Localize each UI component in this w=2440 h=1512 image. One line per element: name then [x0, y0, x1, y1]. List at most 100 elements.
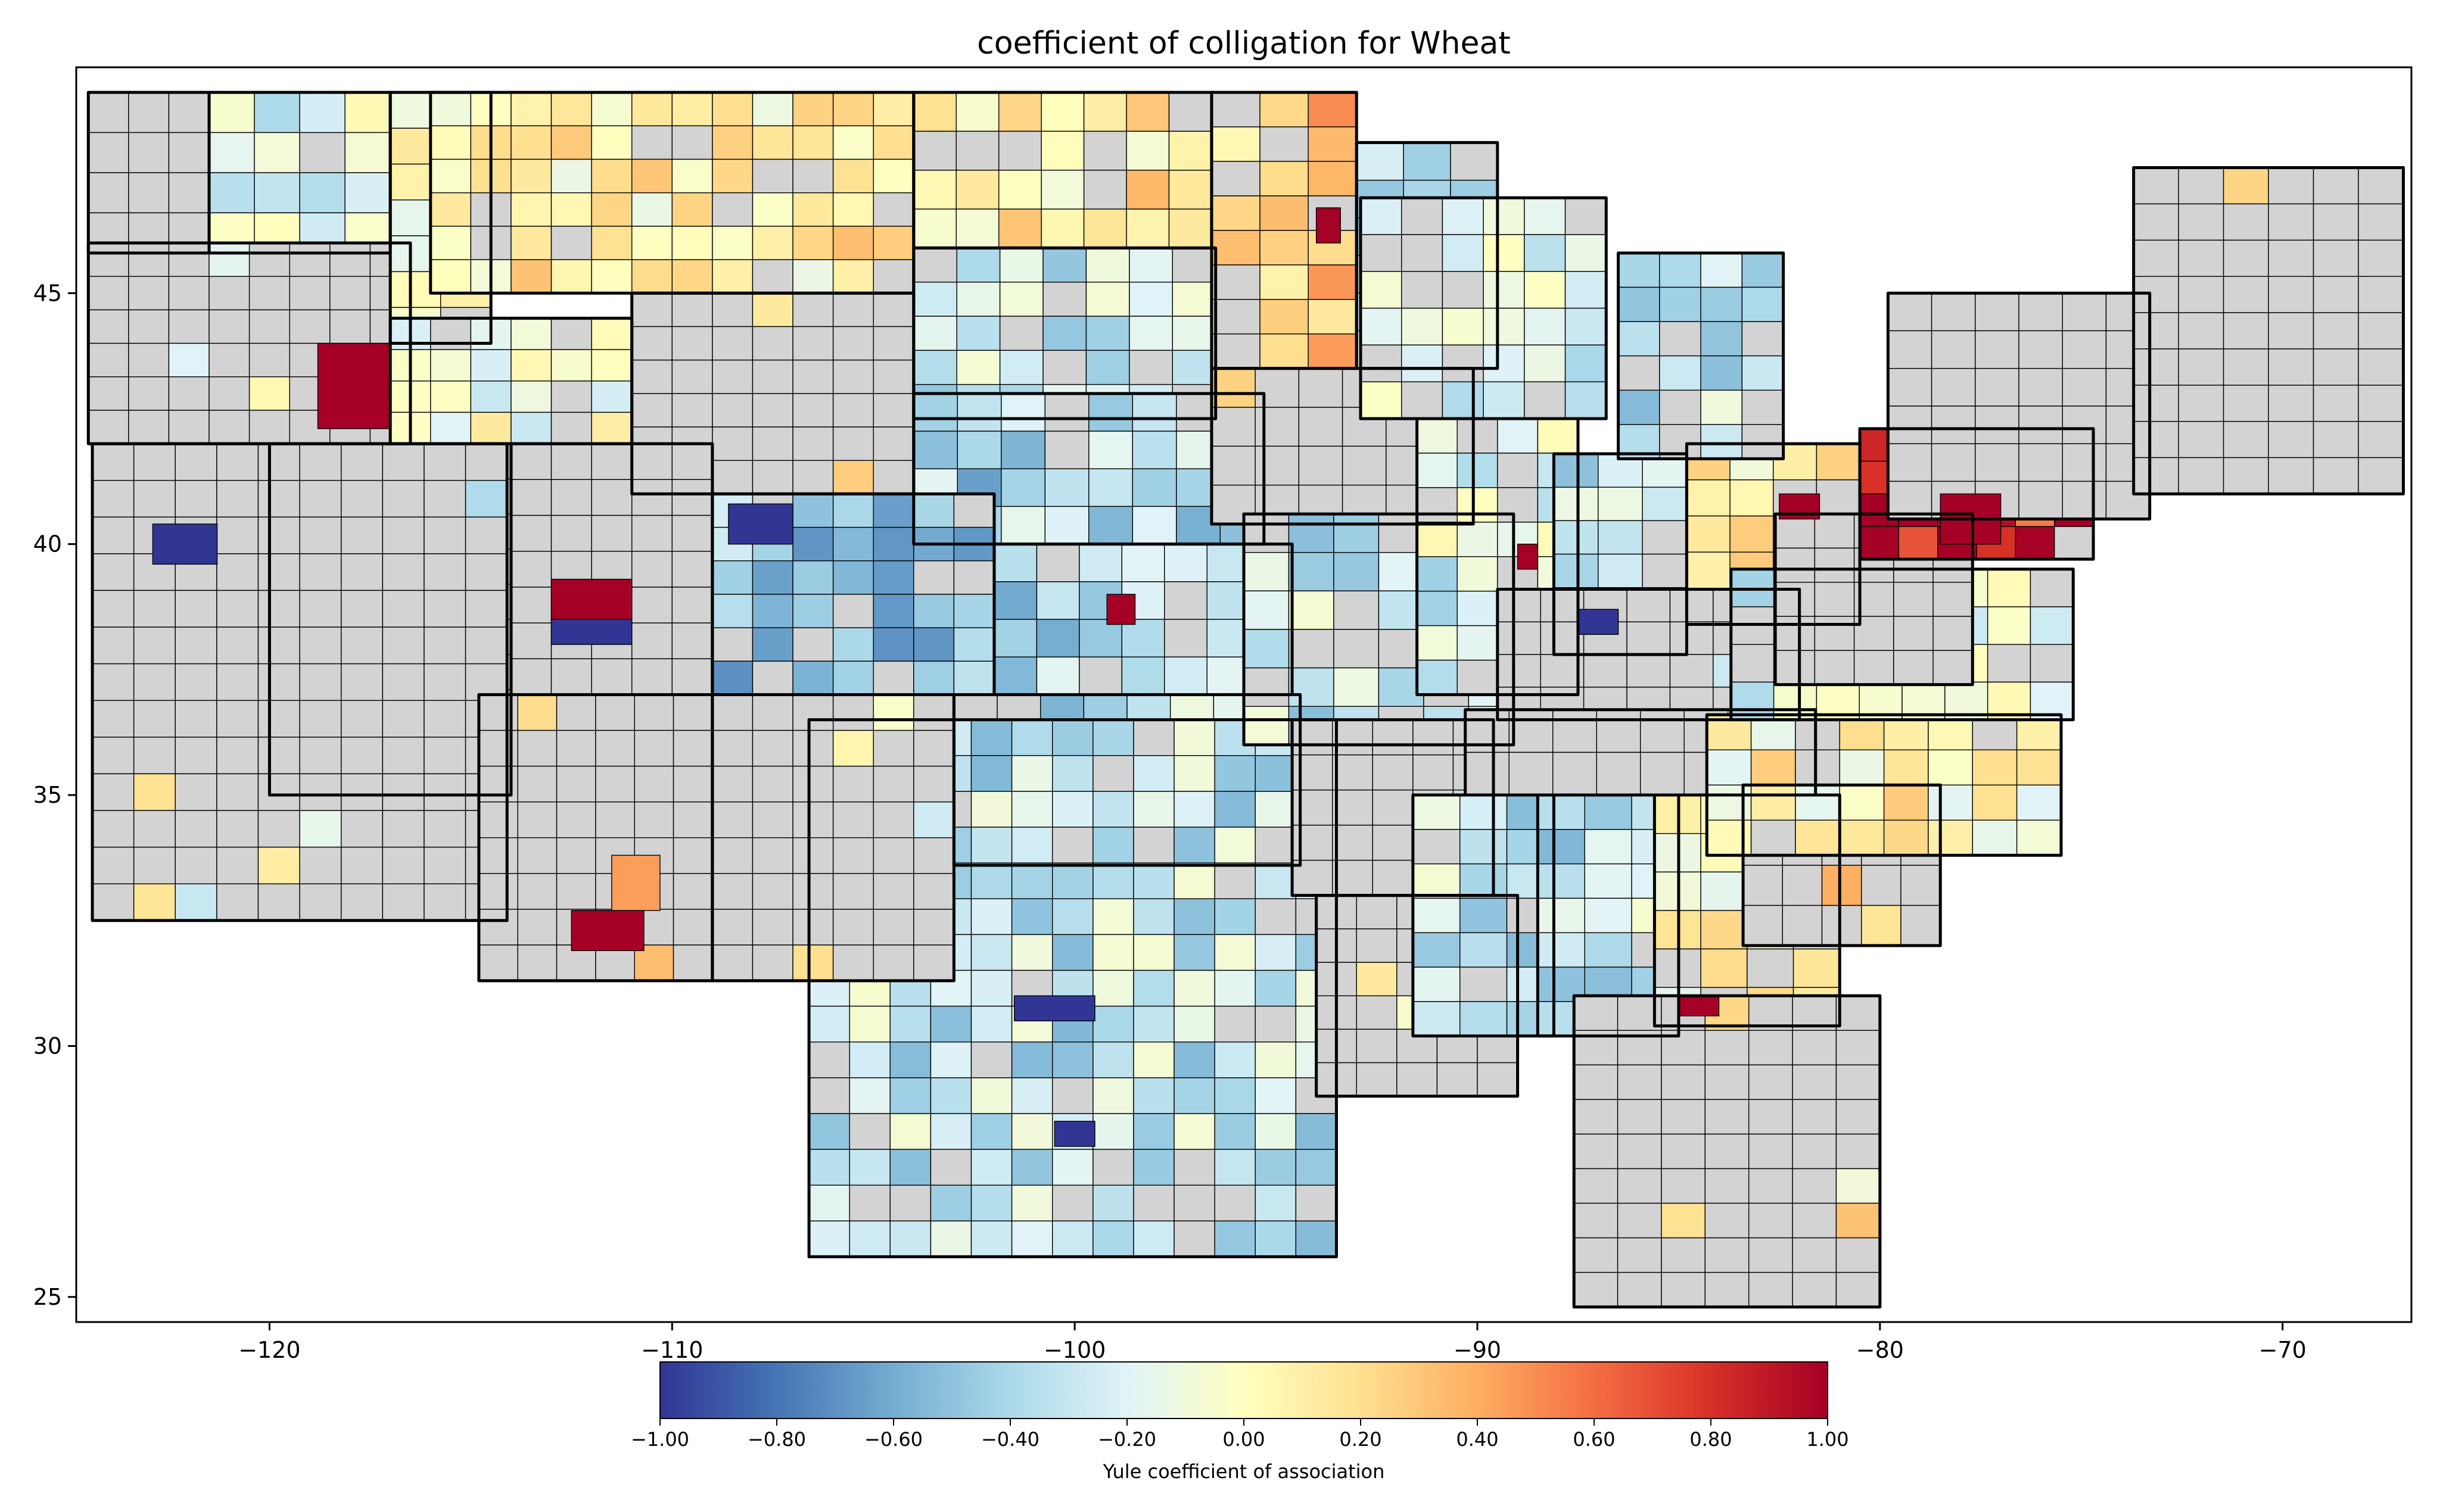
county-cell	[591, 125, 633, 160]
county-cell	[382, 846, 425, 884]
county-cell	[1333, 552, 1380, 592]
county-cell	[470, 381, 512, 413]
county-cell	[1741, 355, 1784, 391]
county-cell	[133, 737, 176, 775]
county-cell	[1729, 479, 1774, 517]
county-cell	[1748, 1237, 1793, 1273]
county-cell	[752, 326, 793, 361]
county-cell	[792, 226, 834, 260]
county-cell	[631, 125, 673, 160]
county-cell	[752, 909, 793, 946]
highlight-county	[728, 503, 793, 545]
county-cell	[1497, 418, 1539, 454]
county-cell	[299, 172, 346, 214]
highlight-county	[1054, 1121, 1095, 1147]
county-cell	[1042, 282, 1087, 317]
county-cell	[1052, 1184, 1094, 1222]
county-cell	[631, 292, 673, 328]
county-cell	[1168, 92, 1212, 132]
county-cell	[1584, 829, 1632, 865]
county-cell	[930, 1184, 972, 1222]
county-cell	[792, 765, 834, 803]
county-cell	[1584, 897, 1632, 933]
county-cell	[913, 170, 957, 210]
county-cell	[1816, 443, 1860, 481]
county-cell	[1372, 789, 1414, 826]
county-cell	[1617, 321, 1660, 357]
county-cell	[792, 92, 834, 127]
county-cell	[128, 276, 170, 311]
region-north-dakota	[913, 92, 1212, 249]
county-cell	[1083, 208, 1127, 249]
county-cell	[873, 158, 914, 194]
county-cell	[1835, 1237, 1881, 1273]
county-cell	[1308, 264, 1357, 300]
county-cell	[712, 694, 754, 731]
county-cell	[873, 873, 914, 910]
county-cell	[1617, 1133, 1662, 1170]
county-cell	[2018, 406, 2063, 444]
state-border	[1652, 793, 1841, 1028]
county-cell	[1243, 706, 1290, 746]
county-cell	[1537, 829, 1585, 865]
county-cell	[1617, 1099, 1662, 1135]
county-cell	[953, 560, 995, 595]
county-cell	[1164, 656, 1207, 696]
county-cell	[424, 773, 466, 811]
county-cell	[1331, 719, 1373, 756]
county-cell	[2018, 367, 2063, 407]
county-cell	[550, 411, 592, 444]
county-cell	[1291, 719, 1333, 756]
county-cell	[631, 587, 673, 623]
county-cell	[1133, 791, 1175, 828]
county-cell	[671, 292, 713, 328]
county-cell	[957, 393, 1002, 432]
county-cell	[128, 309, 170, 344]
county-cell	[168, 242, 210, 277]
county-cell	[1524, 197, 1566, 235]
county-cell	[1456, 453, 1498, 488]
county-cell	[424, 810, 466, 848]
county-cell	[511, 658, 552, 696]
county-cell	[1900, 905, 1941, 946]
county-cell	[2178, 276, 2224, 313]
county-cell	[128, 242, 170, 277]
county-cell	[2223, 420, 2269, 459]
county-cell	[1704, 1064, 1750, 1101]
county-cell	[1839, 749, 1885, 785]
county-cell	[465, 516, 508, 554]
county-cell	[1748, 1030, 1793, 1065]
county-cell	[873, 259, 914, 294]
county-cell	[752, 765, 793, 803]
county-cell	[1659, 389, 1701, 425]
county-cell	[1835, 1099, 1881, 1135]
county-cell	[1416, 522, 1458, 557]
county-cell	[1133, 755, 1175, 792]
county-cell	[1617, 1202, 1662, 1239]
county-cell	[341, 700, 384, 738]
county-cell	[1775, 582, 1816, 617]
county-cell	[478, 909, 518, 946]
county-cell	[1356, 1062, 1398, 1097]
county-cell	[299, 810, 342, 848]
county-cell	[832, 92, 874, 127]
county-cell	[832, 660, 874, 696]
county-cell	[430, 192, 472, 227]
state-border	[1729, 568, 2075, 722]
county-cell	[299, 516, 342, 554]
county-cell	[808, 1042, 850, 1078]
county-cell	[2178, 239, 2224, 277]
county-cell	[1700, 948, 1748, 988]
highlight-county	[317, 342, 391, 429]
county-cell	[832, 765, 874, 803]
county-cell	[1088, 393, 1133, 432]
county-cell	[1583, 654, 1627, 688]
county-cell	[1041, 170, 1085, 210]
highlight-county	[1014, 995, 1095, 1022]
county-cell	[1214, 1077, 1256, 1114]
county-cell	[2313, 420, 2359, 459]
county-cell	[1729, 515, 1774, 553]
county-cell	[1360, 381, 1402, 419]
county-cell	[175, 626, 217, 665]
